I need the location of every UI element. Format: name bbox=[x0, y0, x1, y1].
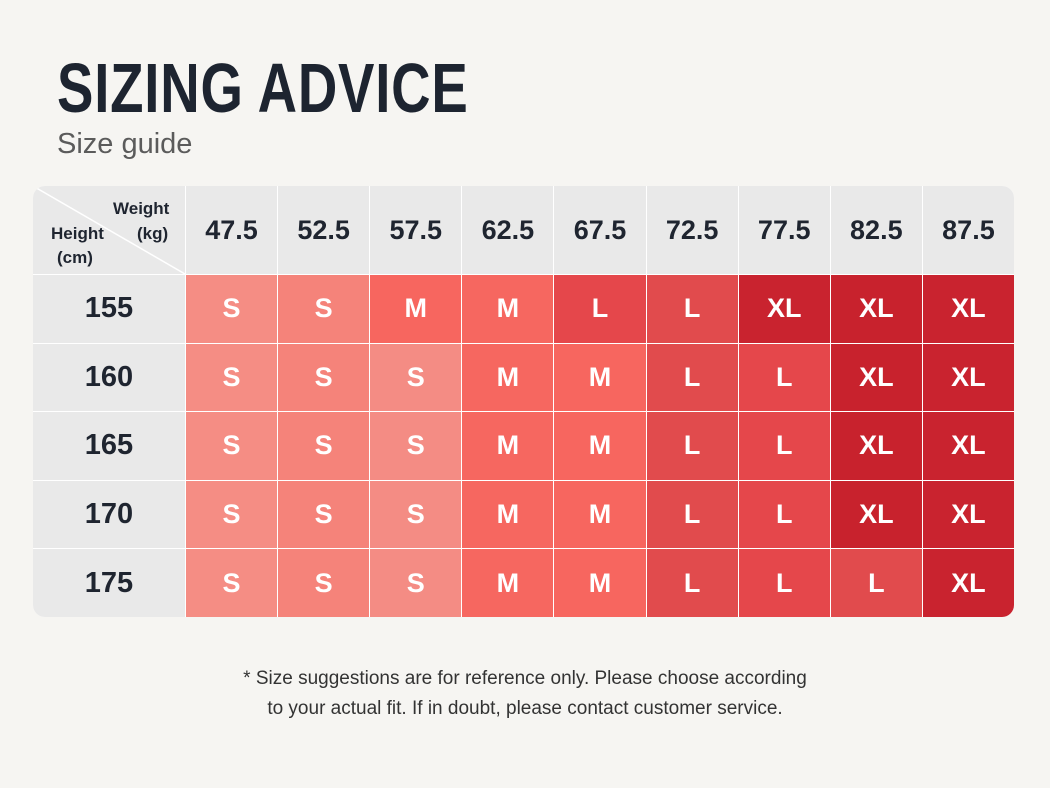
size-table: Weight (kg) Height (cm) 47.5 52.5 57.5 62.5… bbox=[33, 186, 1014, 617]
weight-header: 67.5 bbox=[554, 186, 646, 274]
size-cell: M bbox=[462, 275, 554, 343]
size-cell: L bbox=[646, 549, 738, 617]
size-cell: M bbox=[462, 343, 554, 412]
size-cell: S bbox=[186, 480, 278, 549]
size-cell: L bbox=[738, 412, 830, 480]
weight-header: 57.5 bbox=[370, 186, 462, 274]
weight-header: 72.5 bbox=[646, 186, 738, 274]
size-cell: S bbox=[278, 412, 370, 480]
corner-cell: Weight (kg) Height (cm) bbox=[33, 186, 185, 274]
size-cell: XL bbox=[922, 480, 1014, 549]
height-unit: (cm) bbox=[57, 248, 93, 267]
size-cell: L bbox=[646, 480, 738, 549]
size-cell: XL bbox=[830, 412, 922, 480]
size-cell: S bbox=[278, 343, 370, 412]
size-cell: M bbox=[370, 275, 462, 343]
size-cell: L bbox=[738, 549, 830, 617]
size-cell: L bbox=[646, 412, 738, 480]
size-cell: XL bbox=[922, 549, 1014, 617]
title: SIZING ADVICE bbox=[57, 49, 469, 127]
size-cell: L bbox=[830, 549, 922, 617]
size-cell: XL bbox=[922, 412, 1014, 480]
height-header: 165 bbox=[33, 412, 185, 480]
weight-label: Weight bbox=[113, 199, 170, 218]
size-cell: XL bbox=[830, 343, 922, 412]
size-cell: S bbox=[278, 480, 370, 549]
size-cell: L bbox=[738, 343, 830, 412]
size-cell: M bbox=[554, 549, 646, 617]
size-cell: XL bbox=[738, 275, 830, 343]
size-cell: S bbox=[370, 343, 462, 412]
size-cell: L bbox=[738, 480, 830, 549]
size-cell: S bbox=[278, 275, 370, 343]
subtitle: Size guide bbox=[57, 128, 193, 160]
size-cell: M bbox=[462, 412, 554, 480]
size-cell: S bbox=[186, 343, 278, 412]
size-cell: M bbox=[462, 480, 554, 549]
size-cell: XL bbox=[922, 343, 1014, 412]
weight-header: 87.5 bbox=[922, 186, 1014, 274]
size-cell: XL bbox=[830, 480, 922, 549]
size-cell: S bbox=[370, 480, 462, 549]
size-cell: S bbox=[278, 549, 370, 617]
weight-unit: (kg) bbox=[137, 224, 169, 243]
footnote-line: * Size suggestions are for reference onl… bbox=[243, 668, 807, 689]
height-header: 160 bbox=[33, 343, 185, 412]
height-header: 170 bbox=[33, 480, 185, 549]
size-cell: S bbox=[186, 549, 278, 617]
height-header: 175 bbox=[33, 549, 185, 617]
height-label: Height bbox=[51, 224, 104, 243]
size-cell: M bbox=[462, 549, 554, 617]
size-cell: S bbox=[370, 412, 462, 480]
diagonal bbox=[33, 186, 185, 274]
weight-header: 82.5 bbox=[830, 186, 922, 274]
size-cell: M bbox=[554, 480, 646, 549]
size-cell: M bbox=[554, 412, 646, 480]
size-cell: L bbox=[554, 275, 646, 343]
weight-header: 62.5 bbox=[462, 186, 554, 274]
size-cell: S bbox=[370, 549, 462, 617]
weight-header: 52.5 bbox=[278, 186, 370, 274]
footnote: * Size suggestions are for reference onl… bbox=[0, 664, 1050, 724]
size-cell: L bbox=[646, 275, 738, 343]
size-cell: S bbox=[186, 412, 278, 480]
height-header: 155 bbox=[33, 275, 185, 343]
size-cell: M bbox=[554, 343, 646, 412]
footnote-line: to your actual fit. If in doubt, please … bbox=[267, 698, 783, 719]
size-cell: XL bbox=[830, 275, 922, 343]
size-cell: L bbox=[646, 343, 738, 412]
weight-header: 77.5 bbox=[738, 186, 830, 274]
size-cell: S bbox=[186, 275, 278, 343]
size-cell: XL bbox=[922, 275, 1014, 343]
weight-header: 47.5 bbox=[186, 186, 278, 274]
